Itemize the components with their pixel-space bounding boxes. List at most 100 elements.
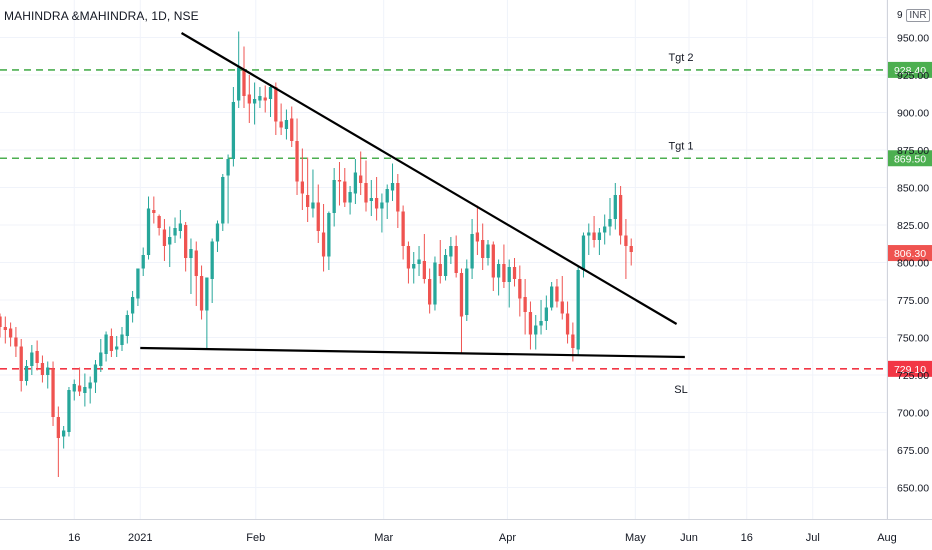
candle-body: [449, 246, 453, 257]
candle-body: [390, 183, 395, 191]
candle-body: [576, 270, 580, 350]
price-tick-label: 950.00: [897, 33, 929, 45]
candle-body: [231, 102, 236, 159]
candles: [0, 31, 633, 477]
candle-body: [603, 226, 607, 233]
candle-body: [592, 232, 596, 240]
candle-body: [406, 246, 411, 269]
candle-body: [523, 297, 527, 312]
candle-body: [237, 67, 241, 101]
level-price-label: 729.10: [894, 364, 926, 376]
price-tick-label: 675.00: [897, 445, 929, 457]
time-tick-label: 16: [741, 532, 753, 544]
candle-body: [565, 313, 570, 335]
candle-body: [608, 219, 612, 227]
trendlines: [140, 32, 685, 359]
candle-body: [311, 202, 315, 209]
time-tick-label: Feb: [246, 532, 265, 544]
currency-label[interactable]: INR: [906, 9, 930, 22]
candle-body: [247, 94, 251, 104]
candle-body: [67, 390, 71, 432]
candle-body: [290, 118, 294, 141]
price-tick-label: 925.00: [897, 70, 929, 82]
time-tick-label: Mar: [374, 532, 393, 544]
price-tick-label: 775.00: [897, 295, 929, 307]
level-name-label: Tgt 1: [668, 140, 693, 152]
candle-body: [210, 241, 214, 279]
horizontal-levels: 928.40 869.50 729.10 806.30: [0, 61, 932, 377]
candle-body: [120, 334, 124, 345]
candle-body: [327, 213, 331, 257]
price-tick-label: 900.00: [897, 108, 929, 120]
time-tick-label: 16: [68, 532, 80, 544]
candle-body: [184, 225, 188, 258]
level-price-label: 928.40: [894, 65, 926, 77]
candle-body: [486, 244, 490, 258]
candle-body: [465, 268, 469, 315]
candle-body: [343, 181, 347, 203]
candle-body: [475, 232, 480, 242]
candle-body: [412, 264, 416, 269]
candle-body: [173, 228, 177, 236]
time-tick-label: May: [625, 532, 646, 544]
currency-badge[interactable]: 9 INR: [897, 9, 930, 22]
candle-body: [77, 385, 82, 392]
chart-title: MAHINDRA &MAHINDRA, 1D, NSE: [4, 9, 199, 23]
candle-body: [199, 276, 204, 311]
candle-body: [348, 192, 352, 203]
candle-body: [512, 267, 517, 279]
candle-body: [581, 235, 586, 270]
candle-body: [162, 229, 167, 246]
candle-body: [353, 172, 358, 194]
price-tick-label: 800.00: [897, 258, 929, 270]
candle-body: [99, 352, 103, 366]
trendline-support: [140, 346, 685, 359]
candle-body: [274, 87, 278, 122]
candle-body: [459, 273, 464, 317]
candle-body: [539, 321, 543, 326]
candle-body: [83, 387, 87, 393]
price-tick-label: 650.00: [897, 483, 929, 495]
candle-body: [454, 246, 458, 273]
price-scale-top-label: 9: [897, 10, 903, 21]
candle-body: [571, 334, 575, 348]
candle-body: [496, 264, 501, 278]
price-tick-label: 875.00: [897, 145, 929, 157]
candle-body: [284, 120, 289, 129]
candle-body: [491, 244, 495, 278]
candle-body: [534, 325, 538, 335]
candle-body: [24, 366, 29, 381]
candle-body: [295, 141, 299, 182]
grid: [0, 0, 888, 519]
candle-body: [443, 255, 448, 276]
candle-body: [316, 202, 320, 231]
level-text-labels: Tgt 2 Tgt 1 SL: [668, 52, 693, 396]
last-price-label: 806.30: [894, 248, 926, 260]
candle-body: [109, 336, 114, 351]
level-price-badge: [888, 150, 932, 167]
time-tick-label: Aug: [877, 532, 897, 544]
price-tick-label: 700.00: [897, 408, 929, 420]
candle-body: [624, 235, 628, 246]
candle-body: [597, 232, 602, 240]
candle-body: [321, 232, 326, 257]
candle-body: [125, 315, 129, 336]
candle-body: [337, 180, 342, 182]
candle-body: [189, 249, 193, 258]
candle-body: [19, 346, 23, 381]
price-tick-label: 850.00: [897, 183, 929, 195]
candle-body: [618, 195, 623, 236]
candle-body: [242, 69, 246, 96]
candle-body: [629, 246, 633, 252]
candle-body: [544, 307, 548, 321]
trendline-descending-resistance: [180, 32, 678, 325]
candle-body: [380, 202, 384, 209]
candle-body: [141, 255, 145, 269]
time-tick-label: Apr: [499, 532, 516, 544]
candle-body: [146, 208, 151, 255]
candle-body: [30, 352, 34, 366]
price-tick-label: 750.00: [897, 333, 929, 345]
